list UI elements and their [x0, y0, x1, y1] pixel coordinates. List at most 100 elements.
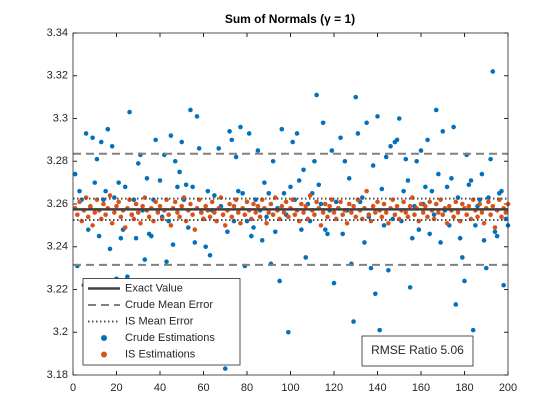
data-point: [370, 163, 376, 168]
data-point: [296, 178, 302, 183]
data-point: [127, 197, 132, 203]
data-point: [312, 158, 317, 164]
data-point: [431, 216, 437, 222]
data-point: [122, 225, 128, 230]
data-point: [492, 225, 498, 230]
data-point: [146, 214, 152, 220]
data-point: [440, 212, 446, 217]
legend-label: Exact Value: [125, 282, 183, 294]
data-point: [477, 201, 483, 207]
y-tick-label: 3.24: [47, 241, 68, 253]
data-point: [370, 203, 376, 209]
data-point: [288, 184, 293, 190]
data-point: [240, 191, 245, 196]
data-point: [157, 203, 163, 209]
data-point: [238, 124, 243, 130]
data-point: [251, 225, 256, 230]
data-point: [314, 92, 319, 98]
data-point: [183, 218, 189, 224]
data-point: [212, 193, 217, 198]
x-tick-label: 80: [241, 382, 253, 394]
data-point: [225, 229, 230, 235]
data-point: [294, 131, 300, 136]
data-point: [116, 180, 121, 185]
data-point: [418, 148, 424, 153]
data-point: [83, 195, 89, 200]
data-point: [342, 158, 348, 164]
data-point: [268, 201, 274, 207]
data-point: [364, 188, 369, 194]
data-point: [464, 212, 469, 217]
data-point: [455, 195, 461, 200]
data-point: [92, 180, 98, 185]
data-point: [94, 197, 100, 203]
data-point: [277, 278, 282, 284]
data-point: [127, 109, 132, 115]
data-point: [383, 154, 389, 160]
data-point: [264, 214, 269, 220]
data-point: [431, 212, 437, 217]
x-tick-label: 40: [154, 382, 166, 394]
data-point: [77, 199, 82, 205]
data-point: [72, 171, 78, 177]
data-point: [98, 139, 104, 145]
data-point: [325, 231, 330, 237]
data-point: [314, 199, 319, 205]
data-point: [462, 278, 467, 284]
data-point: [501, 282, 506, 288]
data-point: [188, 107, 193, 113]
data-point: [172, 158, 178, 164]
data-point: [281, 191, 287, 196]
data-point: [425, 214, 430, 220]
data-point: [338, 199, 343, 205]
data-point: [460, 255, 465, 260]
data-point: [259, 238, 265, 243]
data-point: [481, 238, 487, 243]
data-point: [420, 210, 426, 215]
data-point: [451, 124, 456, 130]
data-point: [329, 197, 335, 203]
data-point: [325, 214, 330, 220]
data-point: [320, 210, 326, 215]
y-tick-label: 3.26: [47, 198, 68, 210]
data-point: [488, 156, 493, 162]
data-point: [433, 107, 439, 113]
data-point: [255, 203, 261, 209]
data-point: [401, 199, 406, 205]
data-point: [105, 126, 111, 132]
data-point: [233, 154, 239, 160]
data-point: [427, 199, 433, 205]
data-point: [207, 214, 213, 220]
data-point: [199, 210, 204, 215]
data-point: [457, 235, 463, 241]
data-point: [396, 116, 402, 121]
y-tick-label: 3.2: [53, 326, 68, 338]
data-point: [466, 182, 472, 188]
data-point: [407, 285, 413, 290]
data-point: [192, 227, 198, 232]
data-point: [479, 210, 485, 215]
data-point: [153, 137, 158, 143]
data-point: [283, 199, 289, 205]
data-point: [338, 135, 343, 141]
data-point: [79, 218, 84, 224]
data-point: [414, 158, 419, 164]
data-point: [231, 218, 237, 224]
data-point: [329, 148, 335, 153]
data-point: [270, 212, 276, 217]
data-point: [433, 201, 439, 207]
legend-label: IS Mean Error: [125, 315, 194, 327]
data-point: [327, 203, 332, 209]
data-point: [157, 178, 163, 183]
data-point: [164, 259, 169, 265]
data-point: [320, 120, 326, 126]
data-point: [138, 220, 143, 226]
data-point: [257, 214, 263, 220]
data-point: [281, 210, 287, 215]
data-point: [416, 227, 422, 232]
data-point: [351, 203, 356, 209]
data-point: [94, 156, 100, 162]
data-point: [103, 188, 108, 194]
data-point: [301, 210, 306, 215]
